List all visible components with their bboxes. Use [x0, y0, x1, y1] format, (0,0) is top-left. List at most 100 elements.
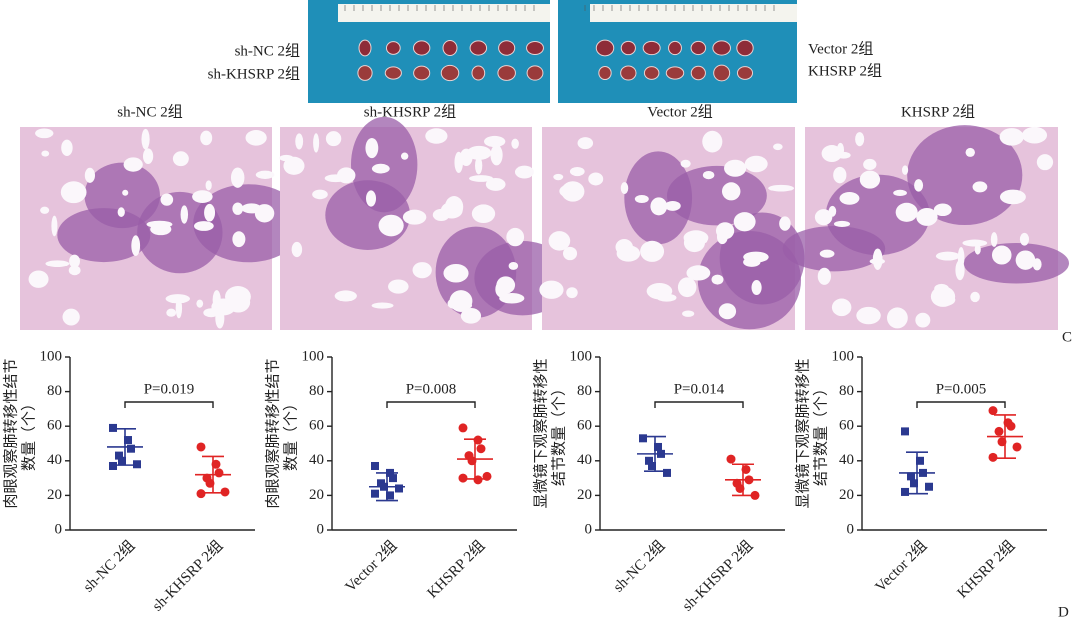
alveolus: [131, 235, 141, 257]
y-tick-label: 80: [577, 383, 592, 399]
photo-label: Vector 2组: [808, 40, 873, 57]
data-point: [916, 456, 924, 465]
alveolus: [743, 251, 769, 263]
alveolus: [1019, 232, 1030, 246]
alveolus: [933, 203, 952, 217]
significance-bracket: [124, 401, 214, 408]
alveolus: [957, 247, 965, 269]
y-tick-label: 100: [302, 348, 325, 364]
specimen: [598, 65, 612, 81]
data-point: [901, 427, 909, 436]
p-value: P=0.019: [144, 381, 195, 397]
alveolus: [821, 145, 843, 162]
alveolus: [255, 170, 275, 179]
alveolus: [325, 131, 342, 147]
alveolus: [682, 310, 695, 317]
gross-photos: sh-NC 2组 sh-KHSRP 2组 Vector 2组 KHSRP 2组: [208, 0, 882, 103]
specimen: [526, 41, 544, 55]
alveolus: [445, 268, 464, 277]
alveolus: [61, 139, 73, 157]
y-tick-label: 40: [839, 452, 854, 468]
alveolus: [930, 286, 956, 307]
photo-label: sh-KHSRP 2组: [208, 65, 300, 82]
alveolus: [588, 172, 604, 186]
specimen: [643, 66, 660, 80]
data-point: [133, 460, 141, 469]
alveolus: [45, 260, 70, 267]
specimen: [620, 65, 637, 81]
y-tick-label: 100: [40, 348, 63, 364]
alveolus: [872, 248, 883, 270]
y-tick-label: 40: [309, 452, 324, 468]
x-tick-label: Vector 2组: [342, 537, 400, 595]
tumor-nodule: [57, 208, 151, 263]
alveolus: [916, 207, 938, 226]
specimen: [440, 64, 460, 82]
specimen: [526, 65, 544, 81]
alveolus: [1032, 258, 1042, 271]
data-point: [639, 434, 647, 443]
alveolus: [508, 262, 519, 270]
alveolus: [28, 270, 49, 288]
alveolus: [146, 220, 173, 228]
specimen: [357, 65, 373, 81]
error-bar: [464, 438, 486, 480]
alveolus: [371, 163, 390, 174]
specimen: [665, 66, 685, 80]
alveolus: [768, 184, 795, 192]
alveolus: [313, 133, 320, 153]
y-tick-label: 20: [839, 487, 854, 503]
alveolus: [895, 202, 918, 222]
histology-title: Vector 2组: [647, 103, 712, 120]
alveolus: [160, 193, 174, 206]
alveolus: [200, 130, 213, 146]
alveolus: [724, 159, 747, 177]
error-bar: [906, 451, 928, 495]
y-axis-label: 肉眼观察肺转移性结节: [263, 358, 281, 508]
y-axis-label: 结节数量（个）: [812, 381, 829, 486]
alveolus: [172, 151, 189, 167]
y-tick-label: 80: [839, 383, 854, 399]
error-bar: [202, 455, 224, 494]
alveolus: [856, 306, 881, 325]
alveolus: [483, 135, 506, 147]
specimen: [736, 66, 754, 80]
alveolus: [469, 175, 494, 182]
alveolus: [254, 204, 275, 223]
alveolus: [915, 312, 931, 328]
data-point: [901, 487, 909, 496]
x-tick-label: KHSRP 2组: [424, 537, 488, 601]
panel-letter: D: [1058, 604, 1069, 620]
data-point: [925, 482, 933, 491]
y-tick-label: 40: [577, 452, 592, 468]
specimen: [736, 39, 754, 57]
x-tick-label: Vector 2组: [872, 537, 930, 595]
alveolus: [831, 298, 852, 317]
alveolus: [401, 152, 409, 160]
alveolus: [711, 274, 724, 285]
y-tick-label: 0: [847, 521, 855, 537]
alveolus: [474, 156, 483, 175]
alveolus: [814, 209, 833, 226]
alveolus: [365, 137, 379, 159]
tumor-nodule: [666, 165, 767, 226]
data-point: [115, 451, 123, 460]
alveolus: [855, 132, 865, 147]
alveolus: [664, 200, 681, 211]
alveolus: [562, 246, 578, 261]
photo-label: sh-NC 2组: [235, 42, 300, 59]
alveolus: [142, 148, 154, 165]
alveolus: [425, 128, 448, 144]
alveolus: [68, 265, 81, 276]
alveolus: [650, 197, 668, 216]
data-point: [386, 491, 394, 500]
tumor-nodule: [325, 180, 411, 250]
alveolus: [718, 303, 737, 320]
y-tick-label: 80: [309, 383, 324, 399]
data-point: [988, 406, 998, 416]
significance-bracket: [386, 401, 476, 408]
data-point: [395, 484, 403, 493]
ruler: [590, 4, 797, 22]
alveolus: [616, 245, 641, 262]
